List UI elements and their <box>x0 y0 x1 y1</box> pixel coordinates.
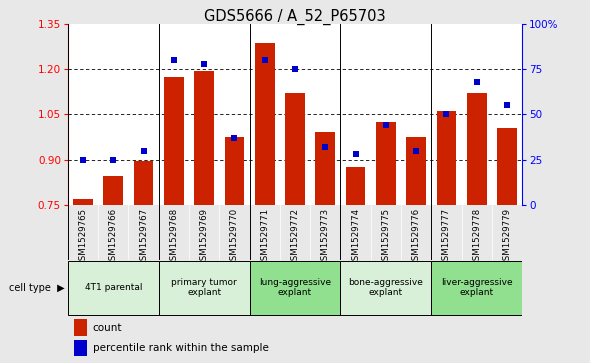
Point <box>139 148 148 154</box>
Point <box>411 148 421 154</box>
Text: GSM1529774: GSM1529774 <box>351 208 360 266</box>
Point <box>230 135 239 141</box>
Text: percentile rank within the sample: percentile rank within the sample <box>93 343 268 353</box>
Bar <box>437 111 456 205</box>
Text: GSM1529768: GSM1529768 <box>169 208 178 266</box>
Bar <box>194 72 214 205</box>
Bar <box>103 176 123 205</box>
Point <box>502 102 512 108</box>
Point <box>381 122 391 128</box>
Text: GSM1529773: GSM1529773 <box>321 208 330 266</box>
Text: GSM1529771: GSM1529771 <box>260 208 269 266</box>
Text: GSM1529776: GSM1529776 <box>412 208 421 266</box>
Text: GSM1529772: GSM1529772 <box>290 208 300 266</box>
Bar <box>285 93 305 205</box>
Point <box>351 151 360 157</box>
Point <box>199 61 209 66</box>
Bar <box>316 132 335 205</box>
Bar <box>159 261 250 315</box>
Text: GSM1529766: GSM1529766 <box>109 208 118 266</box>
Point <box>78 157 88 163</box>
Bar <box>431 261 522 315</box>
Text: 4T1 parental: 4T1 parental <box>84 283 142 292</box>
Text: GSM1529775: GSM1529775 <box>381 208 391 266</box>
Bar <box>73 199 93 205</box>
Bar <box>407 137 426 205</box>
Text: GSM1529779: GSM1529779 <box>503 208 512 266</box>
Text: GSM1529765: GSM1529765 <box>78 208 87 266</box>
Text: GSM1529777: GSM1529777 <box>442 208 451 266</box>
Text: GSM1529767: GSM1529767 <box>139 208 148 266</box>
Point <box>472 79 481 85</box>
Bar <box>250 261 340 315</box>
Text: GDS5666 / A_52_P65703: GDS5666 / A_52_P65703 <box>204 9 386 25</box>
Text: GSM1529769: GSM1529769 <box>199 208 209 266</box>
Bar <box>346 167 365 205</box>
Bar <box>376 122 396 205</box>
Point <box>290 66 300 72</box>
Text: GSM1529778: GSM1529778 <box>472 208 481 266</box>
Bar <box>467 93 487 205</box>
Bar <box>255 43 274 205</box>
Bar <box>497 128 517 205</box>
Bar <box>225 137 244 205</box>
Text: primary tumor
explant: primary tumor explant <box>171 278 237 297</box>
Text: bone-aggressive
explant: bone-aggressive explant <box>349 278 423 297</box>
Text: cell type  ▶: cell type ▶ <box>9 283 65 293</box>
Text: count: count <box>93 323 122 333</box>
Bar <box>340 261 431 315</box>
Point <box>260 57 270 63</box>
Text: lung-aggressive
explant: lung-aggressive explant <box>259 278 331 297</box>
Text: GSM1529770: GSM1529770 <box>230 208 239 266</box>
Point <box>109 157 118 163</box>
Bar <box>68 261 159 315</box>
Point <box>442 111 451 117</box>
Point <box>320 144 330 150</box>
Bar <box>164 77 183 205</box>
Point <box>169 57 179 63</box>
Text: liver-aggressive
explant: liver-aggressive explant <box>441 278 513 297</box>
Bar <box>134 161 153 205</box>
